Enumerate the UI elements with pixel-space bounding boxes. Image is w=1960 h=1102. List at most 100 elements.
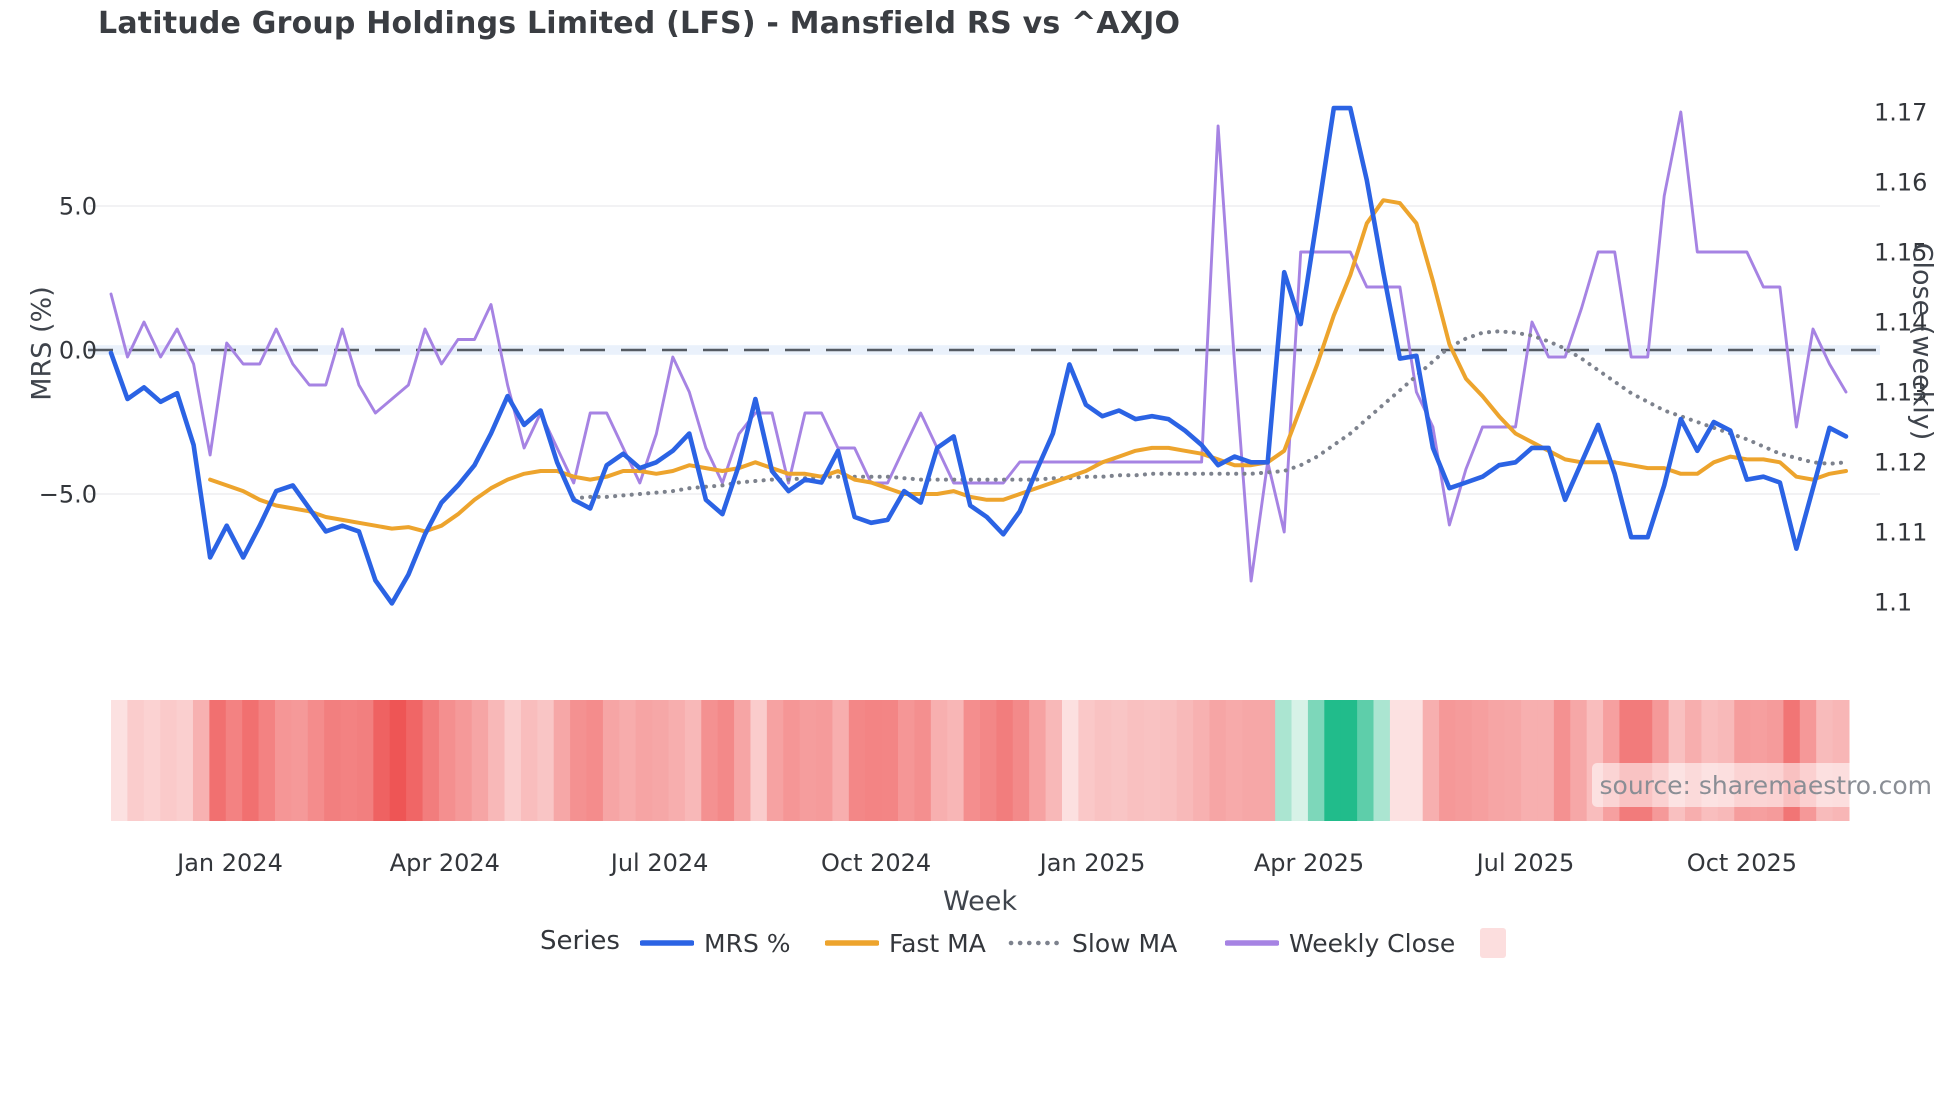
strip-cell[interactable]: [127, 700, 145, 821]
legend-item-mrs-[interactable]: MRS %: [640, 924, 791, 962]
strip-cell[interactable]: [1111, 700, 1129, 821]
strip-cell[interactable]: [1570, 700, 1588, 821]
strip-cell[interactable]: [1373, 700, 1391, 821]
strip-cell[interactable]: [832, 700, 850, 821]
strip-cell[interactable]: [258, 700, 276, 821]
strip-cell[interactable]: [980, 700, 997, 821]
strip-cell[interactable]: [1340, 700, 1358, 821]
strip-cell[interactable]: [111, 700, 128, 821]
strip-cell[interactable]: [471, 700, 489, 821]
strip-cell[interactable]: [881, 700, 899, 821]
strip-cell[interactable]: [930, 700, 948, 821]
strip-cell[interactable]: [1012, 700, 1030, 821]
strip-cell[interactable]: [1209, 700, 1227, 821]
strip-cell[interactable]: [1160, 700, 1178, 821]
strip-cell[interactable]: [504, 700, 522, 821]
strip-cell[interactable]: [865, 700, 883, 821]
strip-cell[interactable]: [586, 700, 604, 821]
strip-cell[interactable]: [734, 700, 751, 821]
strip-cell[interactable]: [701, 700, 719, 821]
slow-ma-line[interactable]: [571, 329, 1848, 501]
strip-cell[interactable]: [1061, 700, 1079, 821]
strip-cell[interactable]: [438, 700, 456, 821]
strip-cell[interactable]: [1094, 700, 1112, 821]
strip-cell[interactable]: [537, 700, 555, 821]
strip-cell[interactable]: [570, 700, 587, 821]
strip-cell[interactable]: [799, 700, 817, 821]
strip-cell[interactable]: [635, 700, 653, 821]
strip-cell[interactable]: [947, 700, 965, 821]
strip-cell[interactable]: [340, 700, 358, 821]
legend-item-heat-strip[interactable]: [1480, 924, 1506, 962]
strip-cell[interactable]: [1029, 700, 1047, 821]
strip-cell[interactable]: [684, 700, 702, 821]
mrs-line[interactable]: [108, 105, 1849, 606]
weekly-close-line[interactable]: [109, 110, 1848, 583]
strip-cell[interactable]: [898, 700, 915, 821]
strip-cell[interactable]: [455, 700, 473, 821]
strip-cell[interactable]: [553, 700, 571, 821]
strip-cell[interactable]: [1078, 700, 1096, 821]
strip-cell[interactable]: [307, 700, 325, 821]
legend-item-slow-ma[interactable]: Slow MA: [1008, 924, 1177, 962]
fast-ma-line[interactable]: [208, 198, 1848, 534]
strip-cell[interactable]: [422, 700, 440, 821]
strip-cell[interactable]: [1439, 700, 1456, 821]
strip-cell[interactable]: [783, 700, 801, 821]
legend-item-weekly-close[interactable]: Weekly Close: [1225, 924, 1455, 962]
strip-cell[interactable]: [1176, 700, 1194, 821]
strip-cell[interactable]: [1422, 700, 1440, 821]
strip-cell[interactable]: [488, 700, 506, 821]
strip-cell[interactable]: [1455, 700, 1473, 821]
strip-cell[interactable]: [1291, 700, 1309, 821]
strip-cell[interactable]: [619, 700, 637, 821]
strip-cell[interactable]: [242, 700, 260, 821]
strip-cell[interactable]: [848, 700, 866, 821]
strip-cell[interactable]: [1193, 700, 1211, 821]
strip-cell[interactable]: [816, 700, 833, 821]
strip-cell[interactable]: [1521, 700, 1538, 821]
strip-cell[interactable]: [1275, 700, 1293, 821]
strip-cell[interactable]: [274, 700, 292, 821]
strip-cell[interactable]: [225, 700, 243, 821]
strip-cell[interactable]: [176, 700, 194, 821]
strip-cell[interactable]: [717, 700, 735, 821]
strip-cell[interactable]: [1324, 700, 1342, 821]
strip-cell[interactable]: [209, 700, 227, 821]
strip-cell[interactable]: [1242, 700, 1260, 821]
strip-cell[interactable]: [914, 700, 932, 821]
strip-cell[interactable]: [160, 700, 178, 821]
strip-cell[interactable]: [356, 700, 374, 821]
legend-item-fast-ma[interactable]: Fast MA: [825, 924, 986, 962]
strip-cell[interactable]: [324, 700, 342, 821]
strip-cell[interactable]: [996, 700, 1014, 821]
strip-cell[interactable]: [963, 700, 981, 821]
strip-cell[interactable]: [192, 700, 210, 821]
strip-cell[interactable]: [1258, 700, 1276, 821]
strip-cell[interactable]: [1553, 700, 1571, 821]
strip-cell[interactable]: [291, 700, 309, 821]
strip-cell[interactable]: [373, 700, 391, 821]
strip-cell[interactable]: [652, 700, 669, 821]
strip-cell[interactable]: [750, 700, 768, 821]
heatmap-strip[interactable]: [111, 700, 1850, 821]
strip-cell[interactable]: [602, 700, 620, 821]
strip-cell[interactable]: [1406, 700, 1424, 821]
strip-cell[interactable]: [1537, 700, 1555, 821]
strip-cell[interactable]: [1471, 700, 1489, 821]
strip-cell[interactable]: [1225, 700, 1243, 821]
strip-cell[interactable]: [1045, 700, 1063, 821]
strip-cell[interactable]: [1389, 700, 1407, 821]
strip-cell[interactable]: [766, 700, 784, 821]
strip-cell[interactable]: [143, 700, 161, 821]
strip-cell[interactable]: [1504, 700, 1522, 821]
strip-cell[interactable]: [1127, 700, 1145, 821]
strip-cell[interactable]: [520, 700, 538, 821]
strip-cell[interactable]: [1307, 700, 1325, 821]
strip-cell[interactable]: [1488, 700, 1506, 821]
strip-cell[interactable]: [406, 700, 424, 821]
strip-cell[interactable]: [1143, 700, 1161, 821]
strip-cell[interactable]: [1357, 700, 1375, 821]
strip-cell[interactable]: [668, 700, 686, 821]
strip-cell[interactable]: [389, 700, 407, 821]
